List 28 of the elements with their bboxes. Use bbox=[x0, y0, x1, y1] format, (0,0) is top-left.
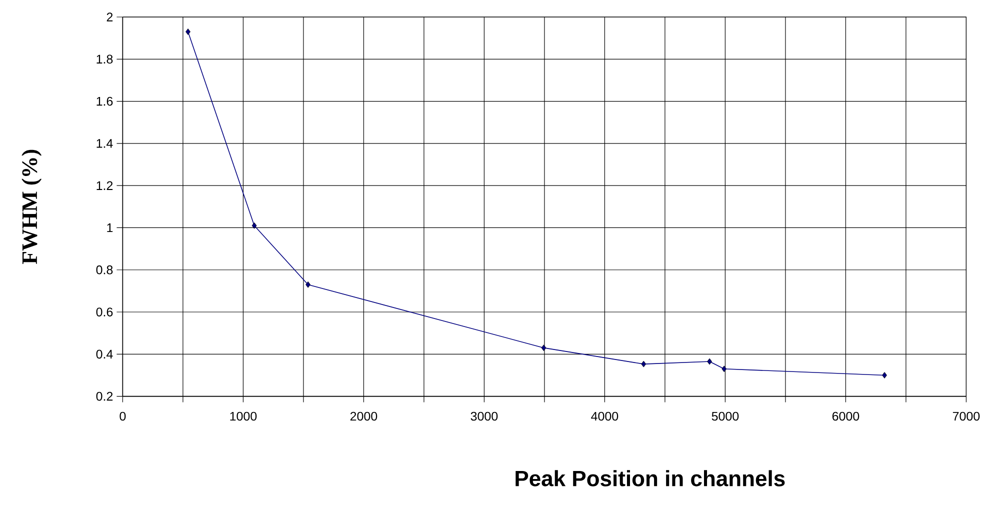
y-tick-label: 1.6 bbox=[96, 96, 113, 106]
y-tick-label: 1.4 bbox=[96, 139, 113, 148]
y-tick-label: 2 bbox=[106, 12, 113, 22]
point bbox=[306, 281, 310, 288]
x-tick-label: 5000 bbox=[712, 412, 739, 421]
point bbox=[641, 360, 646, 368]
y-tick-label: 1.2 bbox=[96, 181, 113, 190]
y-tick-label: 0.8 bbox=[96, 265, 113, 274]
y-tick-label: 0.6 bbox=[96, 308, 113, 316]
x-tick-label: 4000 bbox=[591, 412, 618, 421]
point bbox=[882, 372, 887, 378]
y-tick-label: 0.2 bbox=[96, 392, 113, 401]
x-tick-label: 2000 bbox=[350, 412, 378, 421]
x-tick-label: 0 bbox=[120, 412, 126, 421]
x-tick-label: 6000 bbox=[832, 412, 860, 421]
point bbox=[707, 358, 712, 365]
point bbox=[186, 28, 190, 35]
y-tick-label: 0.4 bbox=[96, 350, 113, 359]
x-tick-label: 1000 bbox=[230, 412, 257, 421]
x-tick-label: 3000 bbox=[470, 412, 498, 421]
y-tick-label: 1.8 bbox=[96, 54, 113, 64]
y-axis-title: FWHM (%) bbox=[22, 150, 42, 264]
point bbox=[252, 222, 257, 229]
point bbox=[722, 366, 727, 372]
x-tick-label: 7000 bbox=[952, 412, 980, 421]
x-axis-title: Peak Position in channels bbox=[516, 470, 785, 486]
y-tick-label: 1 bbox=[107, 223, 113, 232]
point bbox=[541, 344, 546, 352]
